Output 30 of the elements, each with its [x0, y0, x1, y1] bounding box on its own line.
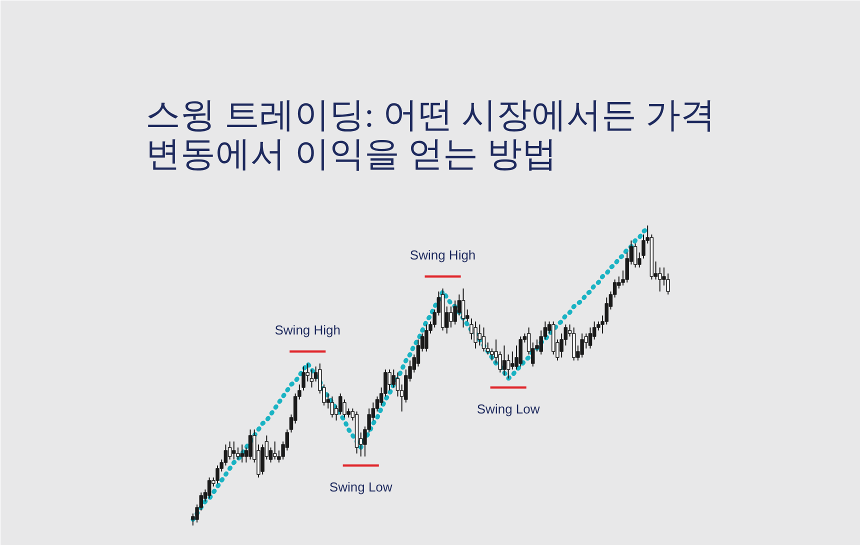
candlestick: [228, 440, 232, 460]
candlestick: [330, 396, 334, 418]
candlestick: [449, 306, 453, 328]
candlestick: [416, 338, 420, 367]
candlestick: [207, 476, 212, 499]
candlestick: [232, 440, 236, 460]
candlestick: [424, 324, 428, 352]
candlestick: [388, 368, 392, 391]
annotation: Swing High: [274, 322, 341, 338]
annotation: Swing Low: [476, 401, 540, 416]
candlestick: [474, 320, 478, 349]
candlestick: [588, 326, 592, 349]
candlestick: [506, 354, 510, 379]
candlestick: [502, 344, 506, 376]
candlestick: [248, 428, 252, 460]
candlestick: [482, 326, 486, 352]
candlestick: [633, 242, 638, 268]
candlestick: [240, 444, 244, 463]
annotation: Swing High: [410, 247, 476, 262]
candlestick: [310, 368, 314, 388]
candlestick: [461, 288, 466, 328]
candlestick: [224, 444, 228, 466]
candlestick: [518, 336, 522, 367]
candlestick: [580, 332, 584, 358]
candlestick: [510, 350, 514, 370]
chart-title: 스윙 트레이딩: 어떤 시장에서든 가격 변동에서 이익을 얻는 방법: [146, 96, 716, 174]
candlestick: [272, 440, 277, 460]
candlestick: [396, 372, 400, 397]
annotation: Swing Low: [329, 479, 393, 494]
candlestick: [572, 326, 576, 361]
